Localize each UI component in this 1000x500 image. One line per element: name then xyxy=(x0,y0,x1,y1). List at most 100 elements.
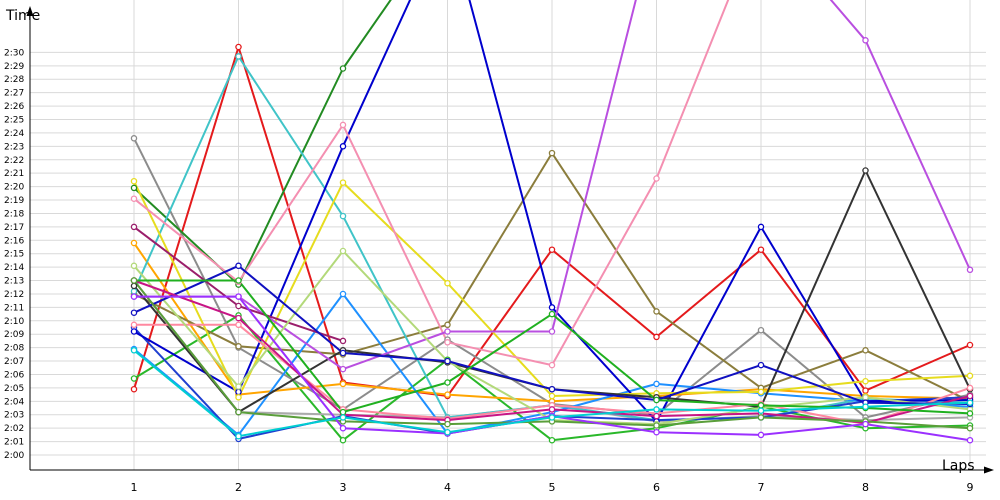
y-tick-label: 2:15 xyxy=(4,250,24,260)
y-tick-label: 2:05 xyxy=(4,384,24,394)
data-point xyxy=(339,436,347,444)
y-tick-label: 2:09 xyxy=(4,330,24,340)
data-point xyxy=(757,246,765,253)
data-point xyxy=(862,394,869,401)
x-tick-label: 4 xyxy=(444,481,451,494)
data-point xyxy=(235,262,242,270)
y-tick-label: 2:22 xyxy=(4,156,24,166)
data-point xyxy=(130,262,138,270)
data-point xyxy=(966,384,974,392)
data-point xyxy=(862,377,869,385)
data-point xyxy=(130,195,138,202)
y-tick-label: 2:26 xyxy=(4,102,24,112)
y-tick-label: 2:29 xyxy=(4,62,24,72)
x-tick-label: 3 xyxy=(340,481,347,494)
data-point xyxy=(130,239,138,247)
y-tick-label: 2:08 xyxy=(4,344,24,354)
y-tick-label: 2:11 xyxy=(4,303,24,313)
series-line xyxy=(133,0,392,286)
data-point xyxy=(966,399,974,406)
data-point xyxy=(444,428,451,436)
data-point xyxy=(444,357,451,365)
data-point xyxy=(757,326,765,334)
x-tick-label: 6 xyxy=(653,481,660,494)
data-point xyxy=(235,302,242,310)
data-point xyxy=(757,407,765,414)
data-point xyxy=(130,177,138,185)
data-point xyxy=(130,277,138,284)
y-tick-label: 2:16 xyxy=(4,236,24,246)
y-tick-label: 2:19 xyxy=(4,196,24,206)
data-point xyxy=(653,422,660,429)
y-tick-label: 2:28 xyxy=(4,75,24,85)
data-point xyxy=(235,53,242,60)
y-tick-label: 2:14 xyxy=(4,263,24,273)
data-point xyxy=(444,339,451,346)
data-point xyxy=(757,414,765,421)
data-point xyxy=(130,282,138,290)
data-point xyxy=(235,343,242,350)
data-point xyxy=(862,167,869,174)
data-point xyxy=(339,179,347,186)
y-tick-label: 2:13 xyxy=(4,277,24,287)
x-tick-label: 9 xyxy=(967,481,974,494)
data-point xyxy=(862,403,869,410)
data-point xyxy=(339,365,347,373)
y-tick-label: 2:00 xyxy=(4,451,24,461)
data-point xyxy=(548,406,556,413)
x-tick-labels: 1 2 3 4 5 6 7 8 9 xyxy=(131,481,974,494)
y-tick-label: 2:20 xyxy=(4,183,24,193)
data-point xyxy=(130,347,138,354)
y-tick-label: 2:21 xyxy=(4,169,24,179)
data-point xyxy=(235,388,242,396)
axes xyxy=(26,6,994,474)
data-point xyxy=(339,349,347,357)
y-tick-label: 2:10 xyxy=(4,317,24,327)
data-point xyxy=(862,37,869,44)
data-point xyxy=(235,314,242,322)
data-point xyxy=(966,424,974,432)
data-point xyxy=(235,394,242,401)
data-point xyxy=(548,392,556,400)
y-tick-label: 2:01 xyxy=(4,438,24,448)
data-point xyxy=(757,431,765,439)
data-point xyxy=(235,321,242,329)
data-point xyxy=(130,293,138,300)
data-point xyxy=(339,414,347,421)
x-tick-label: 8 xyxy=(862,481,869,494)
y-tick-label: 2:24 xyxy=(4,129,24,139)
data-point xyxy=(444,321,451,329)
data-point xyxy=(653,412,660,420)
x-axis-title: Laps xyxy=(942,458,975,474)
data-point xyxy=(444,391,451,398)
data-point xyxy=(235,43,242,51)
data-point xyxy=(130,288,138,295)
data-point xyxy=(548,304,556,311)
data-point xyxy=(548,149,556,157)
data-point xyxy=(339,212,347,220)
data-point xyxy=(548,436,556,444)
data-point xyxy=(653,380,660,388)
data-point xyxy=(130,223,138,231)
data-point xyxy=(130,309,138,316)
series-points xyxy=(130,37,974,444)
data-point xyxy=(235,277,242,284)
y-axis-title: Time xyxy=(5,8,40,24)
data-point xyxy=(339,247,347,255)
data-point xyxy=(235,383,242,390)
data-point xyxy=(548,361,556,369)
data-point xyxy=(235,432,242,440)
data-point xyxy=(339,290,347,298)
data-point xyxy=(339,121,347,129)
y-tick-label: 2:17 xyxy=(4,223,24,233)
data-point xyxy=(130,184,138,192)
data-point xyxy=(966,341,974,349)
data-point xyxy=(339,424,347,432)
y-tick-label: 2:18 xyxy=(4,209,24,219)
data-point xyxy=(235,408,242,416)
data-point xyxy=(966,372,974,380)
data-point xyxy=(130,375,138,382)
y-tick-label: 2:02 xyxy=(4,424,24,434)
data-point xyxy=(444,279,451,287)
